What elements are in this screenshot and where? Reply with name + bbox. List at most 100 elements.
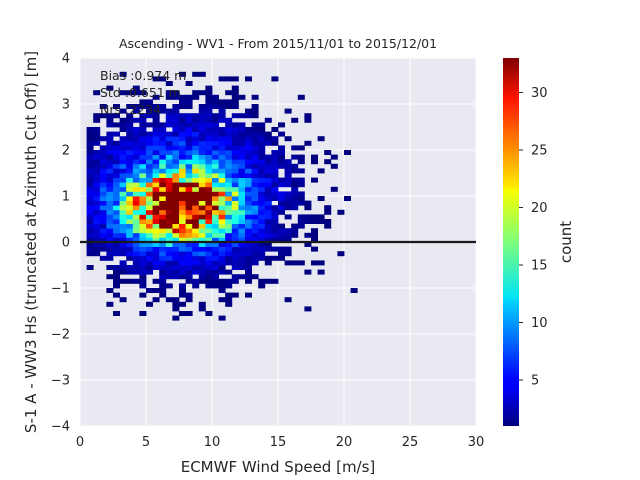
heatmap-cell [165,182,173,188]
heatmap-cell [172,182,180,188]
heatmap-cell [251,196,259,201]
heatmap-cell [106,113,114,119]
heatmap-cell [113,292,120,298]
heatmap-cell [159,283,167,289]
heatmap-cell [192,260,200,266]
heatmap-cell [159,288,167,293]
heatmap-cell [245,228,252,234]
annotation-nrs: Nrs :2234 [100,102,161,117]
heatmap-cell [152,182,160,188]
heatmap-cell [205,223,213,229]
heatmap-cell [258,150,266,155]
heatmap-cell [159,104,167,109]
heatmap-cell [218,99,226,105]
heatmap-cell [198,140,206,146]
heatmap-cell [198,246,206,252]
heatmap-cell [245,76,252,82]
heatmap-cell [225,104,233,109]
heatmap-cell [218,297,226,303]
heatmap-cell [93,159,101,165]
heatmap-cell [132,237,140,243]
heatmap-cell [132,145,140,151]
heatmap-cell [99,205,107,211]
heatmap-cell [231,200,239,206]
heatmap-cell [205,150,213,155]
heatmap-cell [152,288,160,293]
heatmap-cell [159,269,167,275]
heatmap-cell [139,232,147,238]
heatmap-cell [139,182,147,188]
heatmap-cell [198,163,206,169]
heatmap-cell [212,154,219,160]
heatmap-cell [126,255,134,261]
heatmap-cell [139,214,147,220]
heatmap-cell [258,136,266,142]
heatmap-cell [212,131,219,137]
heatmap-cell [146,288,153,293]
heatmap-cell [172,145,180,151]
heatmap-cell [146,159,153,165]
heatmap-cell [152,108,160,114]
heatmap-cell [113,150,120,155]
heatmap-cell [179,150,186,155]
heatmap-cell [165,131,173,137]
heatmap-cell [271,196,279,201]
heatmap-cell [126,163,134,169]
heatmap-cell [212,209,219,215]
heatmap-cell [146,154,153,160]
heatmap-cell [317,214,325,220]
heatmap-cell [264,214,272,220]
heatmap-cell [86,214,94,220]
heatmap-cell [205,260,213,266]
heatmap-cell [126,168,134,174]
heatmap-cell [152,214,160,220]
heatmap-cell [179,292,186,298]
heatmap-cell [205,136,213,142]
heatmap-cell [245,163,252,169]
heatmap-cell [126,113,134,119]
heatmap-cell [304,242,312,247]
heatmap-cell [198,136,206,142]
heatmap-cell [132,173,140,178]
heatmap-cell [119,145,127,151]
heatmap-cell [179,283,186,289]
heatmap-cell [264,223,272,229]
heatmap-cell [106,246,114,252]
heatmap-cell [258,246,266,252]
heatmap-cell [225,260,233,266]
heatmap-cell [152,232,160,238]
heatmap-cell [218,265,226,270]
heatmap-cell [152,76,160,82]
heatmap-cell [297,182,305,188]
heatmap-cell [179,288,186,293]
heatmap-cell [205,255,213,261]
heatmap-cell [139,150,147,155]
heatmap-cell [172,94,180,100]
heatmap-cell [245,223,252,229]
heatmap-cell [192,150,200,155]
heatmap-cell [297,168,305,174]
heatmap-cell [172,200,180,206]
heatmap-cell [264,196,272,201]
heatmap-cell [99,228,107,234]
heatmap-cell [93,232,101,238]
heatmap-cell [311,159,318,165]
heatmap-cell [264,209,272,215]
heatmap-cell [93,186,101,192]
heatmap-cell [139,219,147,224]
heatmap-cell [132,177,140,183]
heatmap-cell [192,117,200,123]
heatmap-cell [139,200,147,206]
heatmap-cell [205,140,213,146]
heatmap-cell [218,191,226,197]
heatmap-cell [119,232,127,238]
heatmap-cell [245,113,252,119]
heatmap-cell [132,168,140,174]
heatmap-cell [119,154,127,160]
heatmap-cell [245,131,252,137]
heatmap-cell [179,140,186,146]
heatmap-cell [139,237,147,243]
heatmap-cell [165,232,173,238]
heatmap-cell [245,232,252,238]
heatmap-cell [113,140,120,146]
